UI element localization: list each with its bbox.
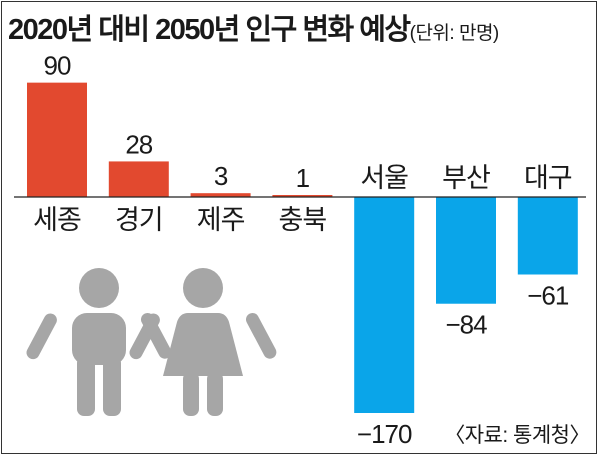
bar-1 (27, 82, 87, 197)
labels: 90 세종 28 경기 3 제주 1 충북 서울 −170 부산 −84 대구 −61 (33, 51, 573, 449)
category-label: 대구 (524, 163, 572, 193)
source-label: 〈자료: 통계청〉 (444, 424, 590, 447)
girl-icon (129, 268, 277, 416)
category-label: 제주 (197, 205, 245, 235)
bar-7 (517, 197, 578, 275)
category-label: 경기 (115, 205, 163, 235)
category-label: 부산 (442, 163, 490, 193)
value-label: 28 (125, 129, 152, 159)
bars (27, 82, 578, 413)
title-text: 2020년 대비 2050년 인구 변화 예상 (8, 14, 411, 46)
people-icons (26, 268, 277, 416)
value-label: −170 (357, 419, 412, 449)
bar-5 (354, 197, 415, 413)
chart-title: 2020년 대비 2050년 인구 변화 예상(단위: 만명) (8, 6, 499, 48)
bar-2 (108, 161, 169, 197)
category-label: 세종 (33, 205, 81, 235)
boy-icon (26, 268, 172, 416)
unit-label: (단위: 만명) (409, 23, 500, 44)
value-label: −84 (445, 310, 487, 340)
bar-4 (272, 195, 333, 197)
bar-6 (436, 197, 496, 304)
value-label: −61 (527, 281, 569, 311)
value-label: 1 (296, 163, 310, 193)
category-label: 서울 (360, 163, 408, 193)
bar-3 (190, 193, 251, 197)
category-label: 충북 (279, 205, 327, 235)
value-label: 3 (214, 161, 228, 191)
value-label: 90 (44, 51, 71, 81)
